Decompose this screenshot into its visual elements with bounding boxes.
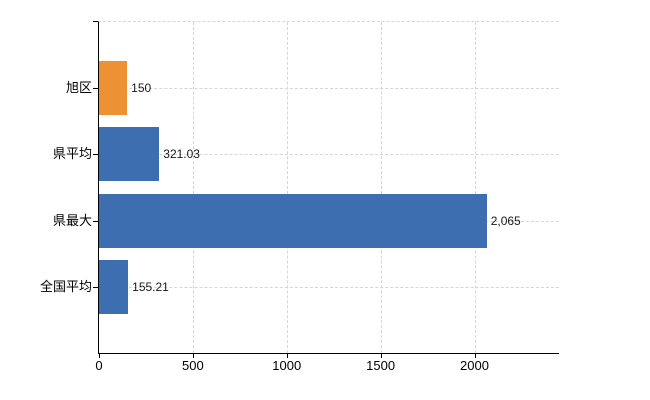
bar-value-label: 150 [131, 81, 152, 96]
gridline-vertical [192, 22, 194, 353]
bar [99, 259, 129, 314]
x-axis-tick [192, 354, 194, 358]
x-axis-tick [380, 354, 382, 358]
plot-area: 150 321.03 2,065 155.21 [98, 21, 559, 354]
category-label: 県最大 [52, 212, 92, 228]
gridline-vertical [474, 22, 476, 353]
x-axis-tick-label: 500 [182, 358, 204, 373]
x-axis-tick-label: 1000 [272, 358, 302, 373]
y-axis-tick [93, 286, 98, 288]
category-label: 全国平均 [39, 278, 92, 294]
x-axis-tick-label: 2000 [460, 358, 489, 373]
bar-value-label: 321.03 [163, 147, 200, 162]
x-axis-tick-label: 0 [95, 358, 103, 373]
gridline-horizontal [99, 286, 559, 288]
bar-value-label: 155.21 [132, 279, 169, 294]
bar-value-label: 2,065 [490, 213, 521, 228]
category-label: 旭区 [65, 80, 92, 96]
bar [99, 127, 160, 182]
x-axis-tick [99, 354, 100, 358]
gridline-vertical [380, 22, 382, 353]
x-axis-tick [286, 354, 288, 358]
y-axis-tick [93, 88, 98, 90]
gridline-horizontal [99, 88, 559, 90]
y-axis-tick [93, 220, 98, 222]
category-label: 県平均 [52, 146, 92, 162]
y-axis-top-tick [93, 21, 98, 22]
gridline-vertical [286, 22, 288, 353]
gridline-horizontal [99, 154, 559, 156]
y-axis-tick [93, 154, 98, 156]
bar [99, 61, 128, 116]
bar [99, 193, 487, 248]
x-axis-tick-label: 1500 [366, 358, 396, 373]
x-axis-tick [474, 354, 476, 358]
